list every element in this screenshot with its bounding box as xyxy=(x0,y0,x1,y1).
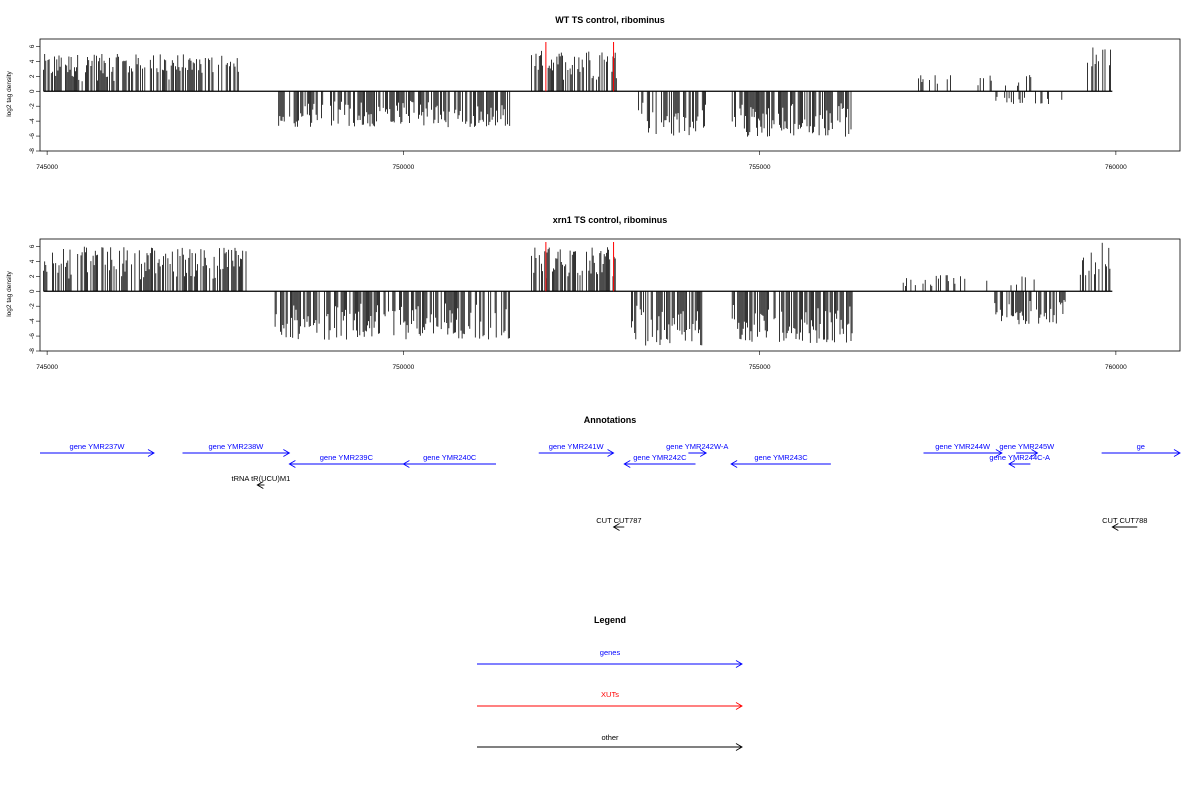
panel-wt-xtick-label: 755000 xyxy=(749,164,771,171)
y-tick-label: -8 xyxy=(29,348,36,354)
annotation-arrowhead xyxy=(283,449,291,457)
annotation-arrowhead xyxy=(995,449,1003,457)
legend-arrow-xuts xyxy=(477,702,743,710)
legend-item-genes: genes xyxy=(477,648,743,668)
legend-arrow-genes xyxy=(477,660,743,668)
annotation-label: tRNA tR(UCU)M1 xyxy=(231,474,290,483)
annotation-label: gene YMR244W xyxy=(935,442,991,451)
annotations-title: Annotations xyxy=(584,415,637,425)
panel-wt-xtick-label: 750000 xyxy=(393,164,415,171)
legend-item-other: other xyxy=(477,733,743,751)
y-tick-label: 6 xyxy=(29,44,36,48)
panel-wt: WT TS control, ribominus log2 tag densit… xyxy=(6,15,1181,171)
panel-xrn1-xtick-label: 760000 xyxy=(1105,364,1127,371)
annotation-label: gene YMR238W xyxy=(208,442,264,451)
panel-xrn1-title: xrn1 TS control, ribominus xyxy=(553,215,668,225)
panel-wt-ylabel: log2 tag density xyxy=(6,70,13,116)
legend-title: Legend xyxy=(594,615,626,625)
panel-wt-y-axis: -8 -6 -4 -2 0 2 4 6 xyxy=(29,44,40,154)
annotation-label: ge xyxy=(1137,442,1145,451)
y-tick-label: -6 xyxy=(29,333,36,339)
panel-xrn1-ylabel: log2 tag density xyxy=(6,270,13,316)
annotation-arrowhead xyxy=(699,449,708,457)
panel-wt-x-axis: 745000 750000 755000 760000 xyxy=(36,151,1127,171)
annotation-arrowhead xyxy=(612,523,620,531)
y-tick-label: 0 xyxy=(29,89,36,93)
panel-wt-xtick-label: 745000 xyxy=(36,164,58,171)
annotation-label: gene YMR242C xyxy=(633,453,687,462)
y-tick-label: -2 xyxy=(29,303,36,309)
annotation-arrowhead xyxy=(1173,449,1181,457)
y-tick-label: -2 xyxy=(29,103,36,109)
annotation-features: gene YMR237W gene YMR238W gene YMR239C tRNA… xyxy=(40,442,1181,531)
legend-arrowhead xyxy=(735,660,743,668)
panel-wt-bars xyxy=(43,42,1113,137)
annotation-arrowhead xyxy=(1111,523,1119,531)
y-tick-label: -6 xyxy=(29,133,36,139)
y-tick-label: -8 xyxy=(29,148,36,154)
annotation-label: gene YMR240C xyxy=(423,453,477,462)
annotation-label: CUT CUT788 xyxy=(1102,516,1147,525)
y-tick-label: 4 xyxy=(29,59,36,63)
panel-xrn1-y-axis: -8 -6 -4 -2 0 2 4 6 xyxy=(29,244,40,354)
legend-item-xuts: XUTs xyxy=(477,690,743,710)
panel-wt-title: WT TS control, ribominus xyxy=(555,15,665,25)
panel-xrn1-xtick-label: 750000 xyxy=(393,364,415,371)
legend-label: XUTs xyxy=(601,690,619,699)
y-tick-label: 2 xyxy=(29,274,36,278)
legend-arrow-other xyxy=(477,743,743,751)
annotation-arrowhead xyxy=(256,481,264,489)
panel-xrn1-xtick-label: 745000 xyxy=(36,364,58,371)
annotation-label: gene YMR244C-A xyxy=(989,453,1050,462)
annotation-label: gene YMR245W xyxy=(999,442,1055,451)
legend-label: other xyxy=(601,733,619,742)
annotation-label: gene YMR243C xyxy=(754,453,808,462)
legend-label: genes xyxy=(600,648,621,657)
annotation-label: CUT CUT787 xyxy=(596,516,641,525)
y-tick-label: 0 xyxy=(29,289,36,293)
y-tick-label: 2 xyxy=(29,74,36,78)
annotations-track: Annotations gene YMR237W gene YMR238Wgene… xyxy=(40,415,1181,531)
annotation-label: gene YMR242W-A xyxy=(666,442,728,451)
y-tick-label: -4 xyxy=(29,118,36,124)
panel-wt-xtick-label: 760000 xyxy=(1105,164,1127,171)
annotation-arrowhead xyxy=(730,460,738,468)
panel-xrn1: xrn1 TS control, ribominus log2 tag dens… xyxy=(6,215,1181,371)
panel-xrn1-bars xyxy=(43,242,1113,346)
y-tick-label: -4 xyxy=(29,318,36,324)
annotation-label: gene YMR241W xyxy=(549,442,605,451)
y-tick-label: 6 xyxy=(29,244,36,248)
y-tick-label: 4 xyxy=(29,259,36,263)
legend-arrowhead xyxy=(735,743,743,751)
annotation-label: gene YMR237W xyxy=(70,442,126,451)
annotation-arrowhead xyxy=(402,460,410,468)
panel-wt-frame xyxy=(39,38,1181,152)
annotation-arrowhead xyxy=(1008,460,1016,468)
annotation-arrowhead xyxy=(147,449,155,457)
panel-xrn1-xtick-label: 755000 xyxy=(749,364,771,371)
legend-arrowhead xyxy=(735,702,743,710)
legend: Legend genes XUTs other xyxy=(477,615,743,751)
panel-xrn1-x-axis: 745000 750000 755000 760000 xyxy=(36,351,1127,371)
annotation-arrowhead xyxy=(607,449,615,457)
annotation-arrowhead xyxy=(288,460,296,468)
panel-xrn1-frame xyxy=(39,238,1181,352)
annotation-arrowhead xyxy=(623,460,631,468)
annotation-arrowhead xyxy=(1031,449,1039,457)
annotation-label: gene YMR239C xyxy=(320,453,374,462)
